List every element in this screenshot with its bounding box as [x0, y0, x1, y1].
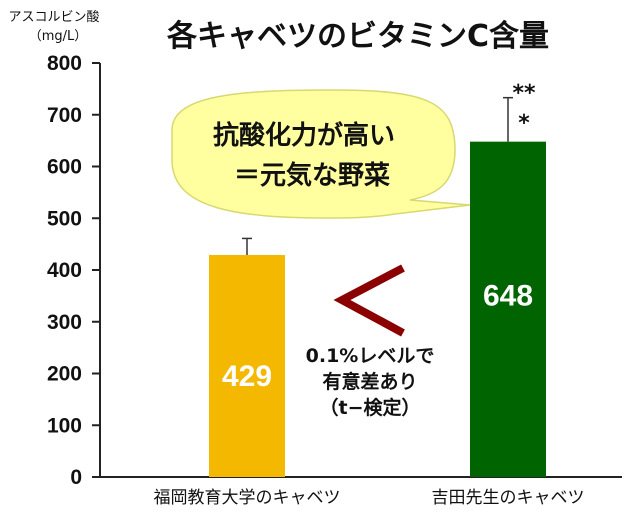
y-tick-label: 0: [70, 466, 82, 489]
bubble-text-line1: 抗酸化力が高い: [213, 120, 395, 151]
y-ticks: 0 100 200 300 400 500 600 700 800: [47, 52, 100, 489]
value-label-1: 429: [222, 360, 272, 393]
y-tick-label: 300: [47, 311, 82, 334]
bubble-text-line2: ＝元気な野菜: [234, 160, 390, 191]
y-tick-label: 100: [47, 414, 82, 437]
bars: 429 648: [209, 96, 546, 477]
category-labels: 福岡教育大学のキャベツ 吉田先生のキャベツ: [154, 488, 585, 508]
comparison-less-than-symbol: [333, 264, 405, 337]
y-tick-label: 700: [47, 104, 82, 127]
category-label-2: 吉田先生のキャベツ: [432, 488, 585, 508]
y-tick-label: 400: [47, 259, 82, 282]
y-axis-label-line1: アスコルビン酸: [8, 10, 99, 25]
significance-note-line2: 有意差あり: [322, 370, 417, 393]
y-tick-label: 200: [47, 363, 82, 386]
bar-2: [470, 141, 546, 477]
speech-bubble: [171, 89, 471, 219]
value-label-2: 648: [483, 279, 533, 312]
significance-mark-single: *: [518, 111, 530, 136]
y-tick-label: 600: [47, 156, 82, 179]
y-tick-label: 800: [47, 52, 82, 75]
chart-title: 各キャベツのビタミンC含量: [166, 19, 549, 54]
significance-note-line3: （t−検定）: [319, 396, 420, 419]
y-tick-label: 500: [47, 207, 82, 230]
significance-note-line1: 0.1%レベルで: [306, 345, 435, 367]
y-axis-label-line2: （mg/L）: [29, 29, 88, 44]
significance-mark-double: **: [512, 81, 536, 106]
category-label-1: 福岡教育大学のキャベツ: [154, 488, 341, 508]
bar-1: [209, 254, 285, 477]
